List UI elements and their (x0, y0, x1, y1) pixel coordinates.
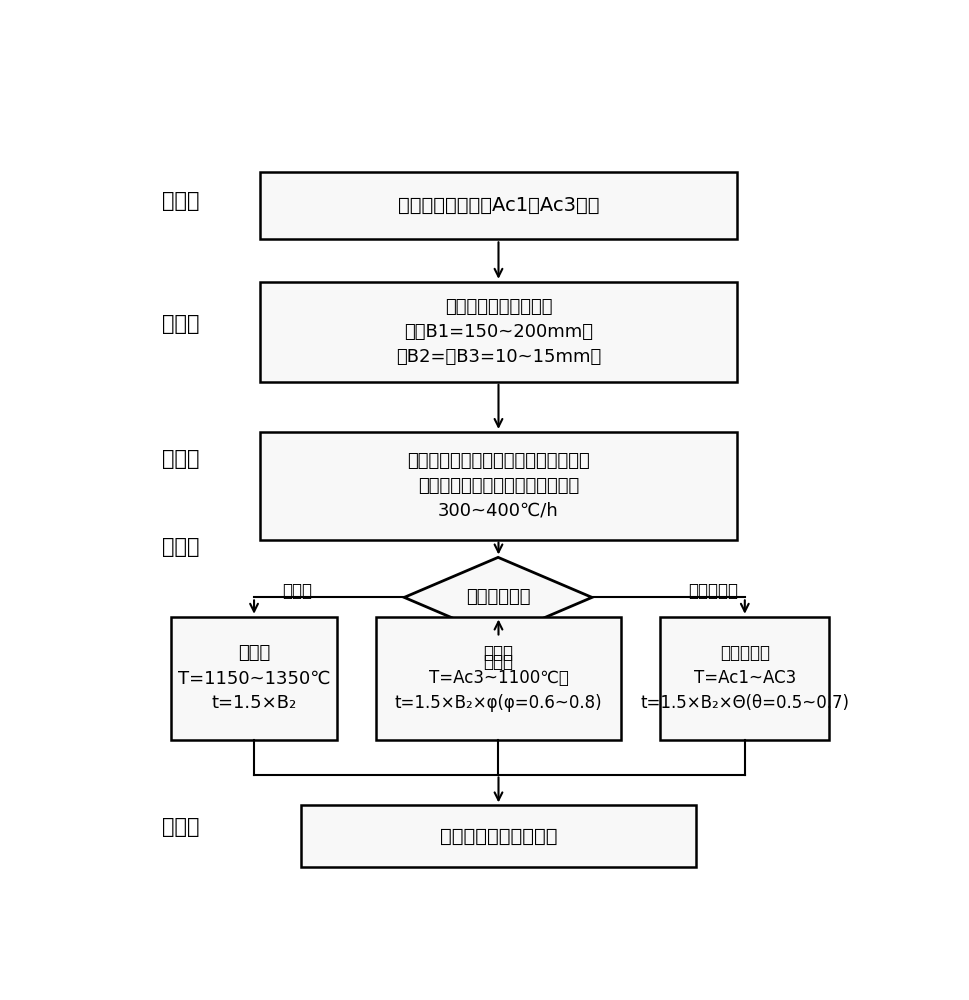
Text: 试样放入热处理（试样下放置保温砖，
确保试样处于炉心）设置升温速度
300~400℃/h: 试样放入热处理（试样下放置保温砖， 确保试样处于炉心）设置升温速度 300~40… (407, 452, 590, 520)
Text: 步骤一: 步骤一 (163, 191, 200, 211)
Text: 步骤二: 步骤二 (163, 314, 200, 334)
Text: 过热区: 过热区 (283, 582, 313, 600)
Text: 取出试样，空冷至室温: 取出试样，空冷至室温 (440, 827, 557, 846)
Text: 正火区
T=Ac3~1100℃，
t=1.5×B₂×φ(φ=0.6~0.8): 正火区 T=Ac3~1100℃， t=1.5×B₂×φ(φ=0.6~0.8) (394, 644, 603, 712)
Text: 模拟区域选择: 模拟区域选择 (466, 588, 530, 606)
FancyBboxPatch shape (660, 617, 829, 740)
Text: 步骤五: 步骤五 (163, 817, 200, 837)
FancyBboxPatch shape (260, 172, 737, 239)
FancyBboxPatch shape (260, 432, 737, 540)
Polygon shape (404, 557, 592, 637)
Text: 过热区
T=1150~1350℃
t=1.5×B₂: 过热区 T=1150~1350℃ t=1.5×B₂ (177, 644, 330, 712)
Text: 正火区: 正火区 (484, 653, 514, 671)
Text: 步骤四: 步骤四 (163, 537, 200, 557)
FancyBboxPatch shape (301, 805, 696, 867)
FancyBboxPatch shape (376, 617, 620, 740)
FancyBboxPatch shape (172, 617, 336, 740)
FancyBboxPatch shape (260, 282, 737, 382)
Text: 步骤三: 步骤三 (163, 449, 200, 469)
Text: 热膨胀法测定钢材Ac1和Ac3温度: 热膨胀法测定钢材Ac1和Ac3温度 (397, 196, 599, 215)
Text: 试样加工成特定长方体
（长B1=150~200mm，
宽B2=高B3=10~15mm）: 试样加工成特定长方体 （长B1=150~200mm， 宽B2=高B3=10~15… (396, 298, 601, 366)
Text: 部分正火区: 部分正火区 (688, 582, 738, 600)
Text: 部分正火区
T=Ac1~AC3
t=1.5×B₂×Θ(θ=0.5~0.7): 部分正火区 T=Ac1~AC3 t=1.5×B₂×Θ(θ=0.5~0.7) (641, 644, 849, 712)
